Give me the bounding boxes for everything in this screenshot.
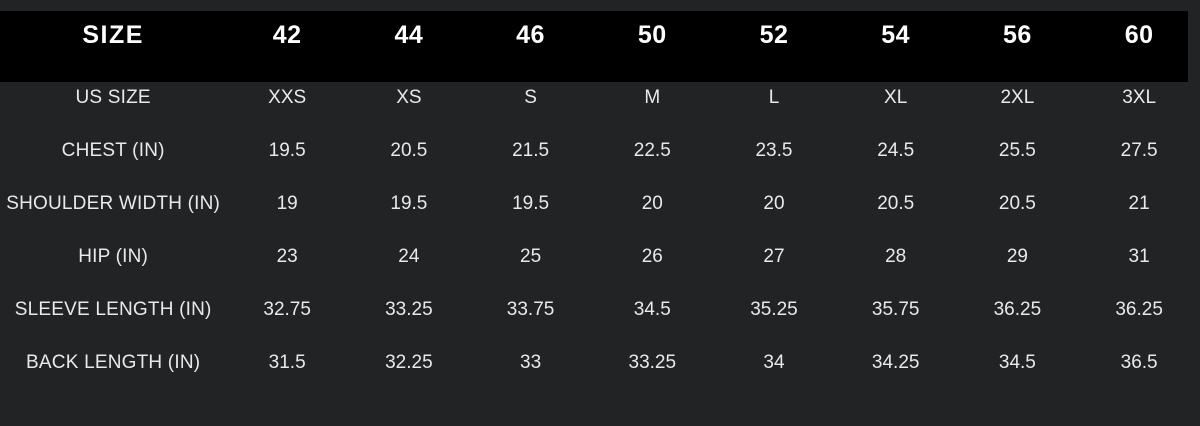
row-label-shoulder-width: SHOULDER WIDTH (IN) [6,193,221,214]
column-header-size-3: 50 [637,21,667,49]
column-header-size-1: 44 [394,21,424,49]
row-label-back-length: BACK LENGTH (IN) [26,352,201,373]
cell-hip-6: 29 [1006,246,1028,267]
column-header-size-5: 54 [881,21,911,49]
cell-chest-3: 22.5 [633,140,671,161]
cell-chest-5: 24.5 [877,140,915,161]
cell-hip-4: 27 [763,246,785,267]
cell-chest-1: 20.5 [390,140,428,161]
column-header-size-0: 42 [272,21,302,49]
table-row: BACK LENGTH (IN) 31.5 32.25 33 33.25 34 … [0,336,1200,389]
row-label-hip: HIP (IN) [78,246,149,267]
cell-shoulder-width-2: 19.5 [512,193,550,214]
cell-us-size-6: 2XL [1000,87,1035,108]
column-header-size-7: 60 [1124,21,1154,49]
table-row: US SIZE XXS XS S M L XL 2XL 3XL [0,71,1200,124]
cell-shoulder-width-5: 20.5 [877,193,915,214]
table-row: HIP (IN) 23 24 25 26 27 28 29 31 [0,230,1200,283]
cell-shoulder-width-4: 20 [763,193,785,214]
cell-back-length-3: 33.25 [628,352,677,373]
cell-us-size-7: 3XL [1122,87,1157,108]
cell-shoulder-width-7: 21 [1128,193,1150,214]
table-row: SHOULDER WIDTH (IN) 19 19.5 19.5 20 20 2… [0,177,1200,230]
cell-hip-3: 26 [641,246,663,267]
cell-sleeve-length-5: 35.75 [871,299,920,320]
cell-sleeve-length-0: 32.75 [263,299,311,320]
cell-chest-6: 25.5 [998,140,1036,161]
cell-sleeve-length-7: 36.25 [1115,299,1163,320]
cell-sleeve-length-4: 35.25 [750,299,798,320]
cell-chest-7: 27.5 [1120,140,1158,161]
cell-back-length-2: 33 [520,352,542,373]
cell-shoulder-width-3: 20 [641,193,663,214]
table-row: SLEEVE LENGTH (IN) 32.75 33.25 33.75 34.… [0,283,1200,336]
table-header: SIZE 42 44 46 50 52 54 56 60 [0,0,1200,71]
cell-us-size-0: XXS [268,87,307,108]
cell-us-size-5: XL [884,87,908,108]
cell-hip-1: 24 [398,246,420,267]
cell-shoulder-width-0: 19 [276,193,298,214]
column-header-size-2: 46 [516,21,545,49]
cell-back-length-6: 34.5 [998,352,1036,373]
row-label-sleeve-length: SLEEVE LENGTH (IN) [14,299,212,320]
cell-chest-2: 21.5 [512,140,550,161]
row-label-chest: CHEST (IN) [61,140,165,161]
header-band [0,11,1188,82]
cell-hip-7: 31 [1128,246,1150,267]
cell-us-size-3: M [644,87,661,108]
column-header-size: SIZE [82,21,144,49]
cell-shoulder-width-6: 20.5 [998,193,1036,214]
cell-back-length-7: 36.5 [1120,352,1158,373]
cell-hip-5: 28 [885,246,907,267]
row-label-us-size: US SIZE [75,87,151,108]
cell-back-length-4: 34 [763,352,785,373]
header-row: SIZE 42 44 46 50 52 54 56 60 [0,0,1200,71]
cell-back-length-5: 34.25 [871,352,920,373]
size-chart-table: SIZE 42 44 46 50 52 54 56 60 US SIZE XXS… [0,0,1200,389]
cell-back-length-1: 32.25 [385,352,433,373]
cell-sleeve-length-1: 33.25 [385,299,433,320]
cell-sleeve-length-2: 33.75 [506,299,555,320]
cell-us-size-4: L [768,87,780,108]
column-header-size-4: 52 [759,21,789,49]
column-header-size-6: 56 [1002,21,1032,49]
cell-hip-2: 25 [520,246,542,267]
cell-back-length-0: 31.5 [268,352,306,373]
cell-shoulder-width-1: 19.5 [390,193,428,214]
cell-us-size-1: XS [396,87,422,108]
table-row: CHEST (IN) 19.5 20.5 21.5 22.5 23.5 24.5… [0,124,1200,177]
cell-us-size-2: S [524,87,537,108]
cell-hip-0: 23 [276,246,298,267]
cell-chest-0: 19.5 [268,140,306,161]
cell-sleeve-length-6: 36.25 [993,299,1042,320]
cell-sleeve-length-3: 34.5 [633,299,671,320]
table-body: US SIZE XXS XS S M L XL 2XL 3XL CHEST (I… [0,71,1200,389]
cell-chest-4: 23.5 [755,140,793,161]
